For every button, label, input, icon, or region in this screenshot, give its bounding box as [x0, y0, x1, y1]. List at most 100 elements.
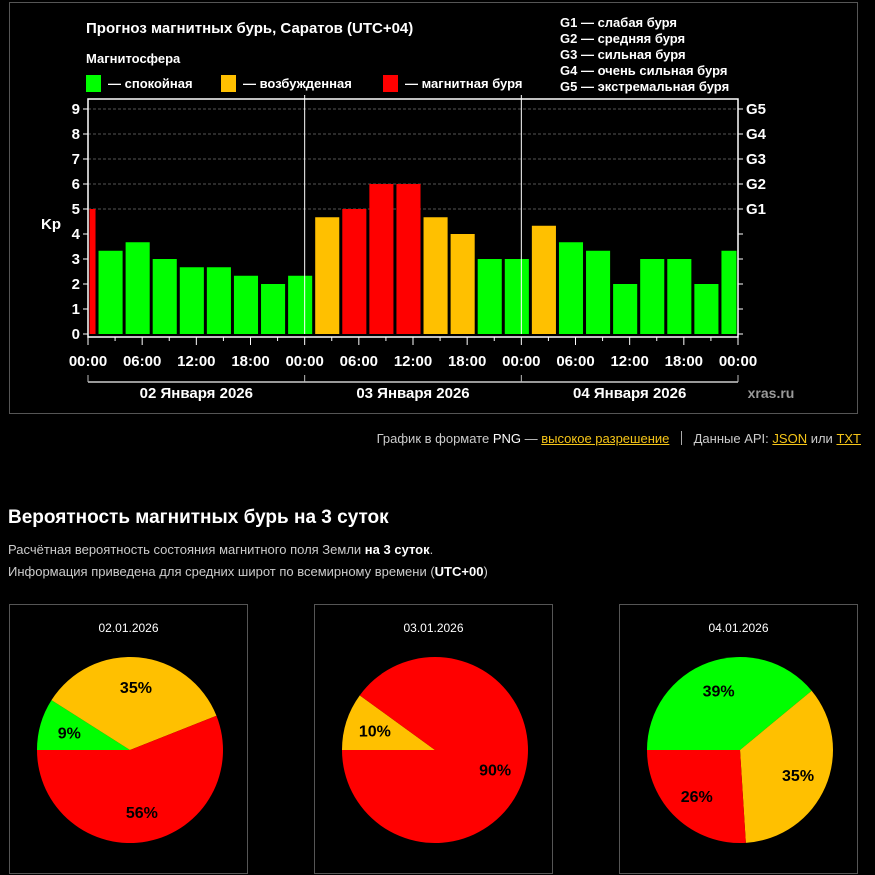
probability-desc-2: Информация приведена для средних широт п…	[8, 564, 488, 579]
pie-slice-label: 56%	[126, 805, 158, 822]
y-tick-label: 9	[72, 101, 80, 118]
kp-bar	[667, 259, 692, 334]
pie-slice	[342, 657, 528, 843]
pie-card-day2: 03.01.2026 10% 90%	[314, 604, 553, 874]
day-label: 02 Января 2026	[140, 385, 253, 402]
x-tick-label: 06:00	[123, 353, 161, 370]
kp-bar	[558, 242, 584, 334]
json-link[interactable]: JSON	[772, 431, 808, 446]
kp-bar	[504, 259, 529, 334]
kp-bar	[531, 225, 556, 334]
x-tick-label: 00:00	[502, 353, 540, 370]
x-tick-label: 12:00	[177, 353, 215, 370]
g-legend-item: G5 — экстремальная буря	[560, 79, 729, 94]
g-scale-label: G5	[746, 101, 766, 118]
text: )	[483, 564, 488, 579]
kp-bar	[152, 259, 177, 334]
kp-bar	[233, 275, 259, 334]
day-label: 04 Января 2026	[573, 385, 686, 402]
pie-slice-label: 10%	[359, 723, 391, 740]
bold-text: UTC+00	[434, 564, 484, 579]
probability-desc-1: Расчётная вероятность состояния магнитно…	[8, 542, 433, 557]
pie-slice	[51, 657, 217, 750]
x-tick-label: 06:00	[556, 353, 594, 370]
pie-slice	[740, 690, 833, 843]
y-tick-label: 8	[72, 126, 80, 143]
x-tick-label: 00:00	[719, 353, 757, 370]
legend-label: — возбужденная	[243, 76, 352, 91]
g-legend-item: G3 — сильная буря	[560, 47, 686, 62]
y-tick-label: 0	[72, 326, 80, 343]
pie-slice-label: 39%	[703, 683, 735, 700]
pie-title: 03.01.2026	[403, 621, 464, 635]
x-tick-label: 06:00	[340, 353, 378, 370]
pie-slice-label: 26%	[681, 789, 713, 806]
kp-bar	[98, 250, 123, 334]
txt-link[interactable]: TXT	[836, 431, 861, 446]
text: Расчётная вероятность состояния магнитно…	[8, 542, 365, 557]
y-tick-label: 2	[72, 276, 80, 293]
pie-slice-label: 9%	[58, 725, 81, 742]
pie-chart: 39% 35% 26%	[647, 657, 833, 843]
pie-slice-label: 90%	[479, 763, 511, 780]
kp-forecast-chart: Прогноз магнитных бурь, Саратов (UTC+04)…	[9, 2, 858, 414]
kp-bar	[586, 250, 611, 334]
legend-title: Магнитосфера	[86, 51, 181, 66]
pie-slice	[37, 715, 223, 843]
divider	[681, 431, 682, 445]
pie-slice	[342, 695, 435, 750]
kp-bar	[288, 275, 313, 334]
kp-bar	[125, 242, 150, 334]
x-tick-label: 18:00	[665, 353, 703, 370]
hires-link[interactable]: высокое разрешение	[541, 431, 670, 446]
kp-bar	[206, 267, 231, 334]
kp-bar	[640, 259, 665, 334]
legend-label: — спокойная	[108, 76, 193, 91]
day-label: 03 Января 2026	[356, 385, 469, 402]
chart-title: Прогноз магнитных бурь, Саратов (UTC+04)	[86, 20, 413, 37]
kp-bar	[261, 284, 286, 334]
g-scale-label: G3	[746, 151, 766, 168]
legend-swatch	[86, 75, 101, 92]
x-tick-label: 00:00	[69, 353, 107, 370]
kp-bar	[342, 209, 367, 334]
png-word: PNG	[492, 431, 522, 446]
kp-bar	[315, 217, 340, 334]
x-tick-label: 12:00	[394, 353, 432, 370]
x-tick-label: 18:00	[231, 353, 269, 370]
kp-bar	[721, 250, 737, 334]
pie-slice-label: 35%	[782, 768, 814, 785]
kp-bar	[179, 267, 204, 334]
pie-title: 02.01.2026	[98, 621, 159, 635]
png-label: График в формате	[376, 431, 490, 446]
g-legend-item: G2 — средняя буря	[560, 31, 685, 46]
g-legend-item: G4 — очень сильная буря	[560, 63, 727, 78]
x-tick-label: 00:00	[285, 353, 323, 370]
kp-bar	[89, 209, 96, 334]
kp-bar	[450, 234, 475, 334]
y-tick-label: 3	[72, 251, 80, 268]
text: .	[429, 542, 434, 557]
y-tick-label: 6	[72, 176, 80, 193]
kp-bar	[423, 217, 448, 334]
pie-slice	[37, 700, 130, 750]
g-legend-item: G1 — слабая буря	[560, 15, 677, 30]
y-axis-label: Kp	[41, 216, 61, 233]
kp-bar	[396, 184, 421, 334]
y-tick-label: 5	[72, 201, 80, 218]
watermark: xras.ru	[748, 385, 795, 401]
pie-slice	[647, 750, 746, 843]
pie-card-day3: 04.01.2026 39% 35% 26%	[619, 604, 858, 874]
probability-heading: Вероятность магнитных бурь на 3 суток	[8, 507, 389, 528]
g-scale-label: G2	[746, 176, 766, 193]
kp-chart-svg: Прогноз магнитных бурь, Саратов (UTC+04)…	[41, 15, 795, 402]
y-tick-label: 7	[72, 151, 80, 168]
pie-chart: 10% 90%	[342, 657, 528, 843]
legend-swatch	[383, 75, 398, 92]
or-text: или	[810, 431, 833, 446]
api-label: Данные API:	[693, 431, 769, 446]
pie-card-day1: 02.01.2026 9% 35% 56%	[9, 604, 248, 874]
y-tick-label: 1	[72, 301, 80, 318]
bold-text: на 3 суток	[364, 542, 430, 557]
y-tick-label: 4	[72, 226, 81, 243]
